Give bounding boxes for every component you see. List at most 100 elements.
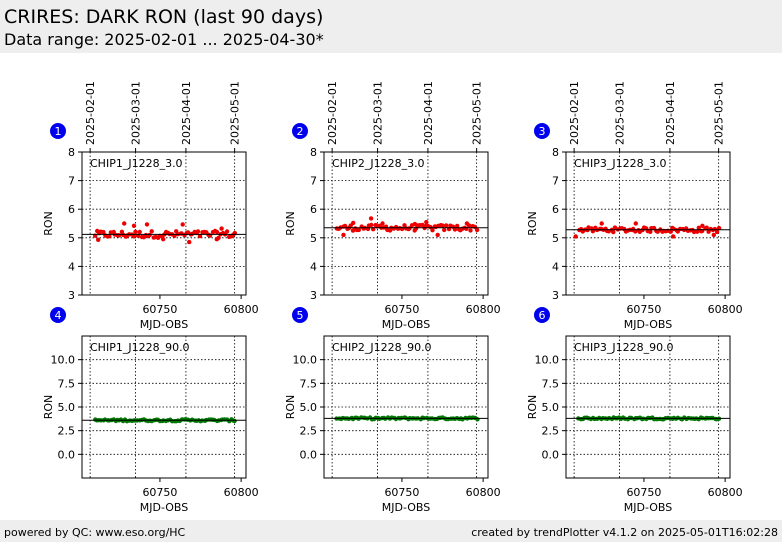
y-tick-label: 6 (68, 203, 75, 216)
data-point (137, 229, 142, 235)
x-axis-label: MJD-OBS (140, 501, 188, 514)
y-tick-label: 5 (68, 232, 75, 245)
panel-number: 5 (297, 309, 304, 322)
x-tick-label: 60800 (466, 303, 501, 316)
panel-number-badge (534, 307, 550, 323)
x-tick-label: 60750 (626, 486, 661, 499)
date-tick-label: 2025-02-01 (84, 81, 97, 145)
chip-label: CHIP2_J1228_90.0 (332, 341, 432, 354)
panel-number: 6 (539, 309, 546, 322)
chart-panel-5: 5 0.0 2.5 5.0 7.5 10.0 60750 60800 MJD-OBS RON CHI… (284, 307, 501, 514)
y-tick-label: 8 (310, 146, 317, 159)
y-tick-label: 10.0 (535, 354, 560, 367)
data-point (149, 229, 154, 234)
data-point (180, 222, 185, 227)
plot-frame (81, 151, 247, 296)
data-point (232, 418, 237, 424)
data-point (695, 229, 700, 234)
y-tick-label: 3 (552, 289, 559, 302)
panel-number-badge (292, 307, 308, 323)
y-tick-label: 5.0 (300, 401, 318, 414)
data-point (101, 229, 106, 235)
panel-number-badge (50, 307, 66, 323)
date-tick-label: 2025-03-01 (614, 81, 627, 145)
x-tick-label: 60750 (142, 486, 177, 499)
y-tick-label: 6 (552, 203, 559, 216)
data-point (356, 227, 361, 233)
date-tick-label: 2025-05-01 (713, 81, 726, 145)
data-point (455, 223, 460, 229)
x-tick-label: 60800 (224, 486, 259, 499)
date-tick-label: 2025-04-01 (664, 81, 677, 145)
chart-panel-3: 3 3 4 5 6 7 8 60750 60800 MJD-OBS RON CHIP3_J1228_3… (526, 81, 743, 331)
y-tick-label: 0.0 (58, 448, 76, 461)
page-title: CRIRES: DARK RON (last 90 days) (4, 6, 324, 28)
data-point (144, 222, 150, 227)
date-tick-label: 2025-02-01 (568, 81, 581, 145)
data-point (430, 228, 435, 233)
data-point (351, 220, 356, 226)
y-tick-label: 2.5 (300, 425, 318, 438)
data-point (224, 229, 230, 234)
y-tick-label: 10.0 (51, 354, 76, 367)
data-point (341, 232, 346, 238)
data-point (96, 237, 101, 242)
data-point (122, 221, 127, 226)
data-point (435, 232, 440, 238)
data-point (131, 223, 137, 228)
panel-number: 2 (297, 125, 304, 138)
y-tick-label: 7.5 (58, 377, 76, 390)
data-point (716, 225, 722, 231)
footer-powered-by[interactable]: powered by QC: www.eso.org/HC (4, 526, 186, 539)
y-tick-label: 7.5 (300, 377, 318, 390)
y-tick-label: 5.0 (542, 401, 560, 414)
chip-label: CHIP2_J1228_3.0 (332, 157, 425, 170)
y-tick-label: 0.0 (542, 448, 560, 461)
data-point (440, 223, 445, 228)
x-tick-label: 60800 (708, 303, 743, 316)
date-tick-label: 2025-05-01 (471, 81, 484, 145)
data-point (195, 229, 201, 234)
date-tick-label: 2025-04-01 (180, 81, 193, 145)
report-header: CRIRES: DARK RON (last 90 days) Data ran… (0, 0, 782, 53)
data-point (444, 223, 449, 228)
x-tick-label: 60750 (142, 303, 177, 316)
y-tick-label: 4 (310, 260, 317, 273)
y-tick-label: 0.0 (300, 448, 318, 461)
y-tick-label: 4 (552, 260, 559, 273)
y-tick-label: 8 (552, 146, 559, 159)
data-point (452, 227, 458, 232)
y-tick-label: 7 (68, 175, 75, 188)
data-point (700, 223, 705, 228)
y-axis-label: RON (284, 395, 297, 420)
data-point (475, 417, 480, 422)
data-point (214, 237, 219, 242)
data-point (671, 234, 676, 239)
x-axis-label: MJD-OBS (382, 501, 430, 514)
y-tick-label: 8 (68, 146, 75, 159)
data-point (468, 228, 473, 233)
data-point (714, 229, 720, 235)
chip-label: CHIP1_J1228_90.0 (90, 341, 190, 354)
panel-number-badge (292, 123, 308, 139)
data-point (380, 221, 385, 226)
x-axis-label: MJD-OBS (624, 501, 672, 514)
data-point (648, 229, 653, 234)
y-tick-label: 4 (68, 260, 75, 273)
chart-panel-4: 4 0.0 2.5 5.0 7.5 10.0 60750 60800 MJD-OBS RON CHI… (42, 307, 259, 514)
chip-label: CHIP3_J1228_3.0 (574, 157, 667, 170)
chip-label: CHIP1_J1228_3.0 (90, 157, 183, 170)
data-point (147, 232, 152, 238)
date-tick-label: 2025-04-01 (422, 81, 435, 145)
data-point (464, 221, 470, 226)
plot-frame (323, 151, 489, 296)
data-point (131, 234, 137, 239)
y-tick-label: 10.0 (293, 354, 318, 367)
plot-frame (565, 151, 731, 296)
y-tick-label: 2.5 (58, 425, 76, 438)
y-tick-label: 7.5 (542, 377, 560, 390)
data-point (412, 221, 418, 227)
y-tick-label: 7 (310, 175, 317, 188)
y-tick-label: 2.5 (542, 425, 560, 438)
